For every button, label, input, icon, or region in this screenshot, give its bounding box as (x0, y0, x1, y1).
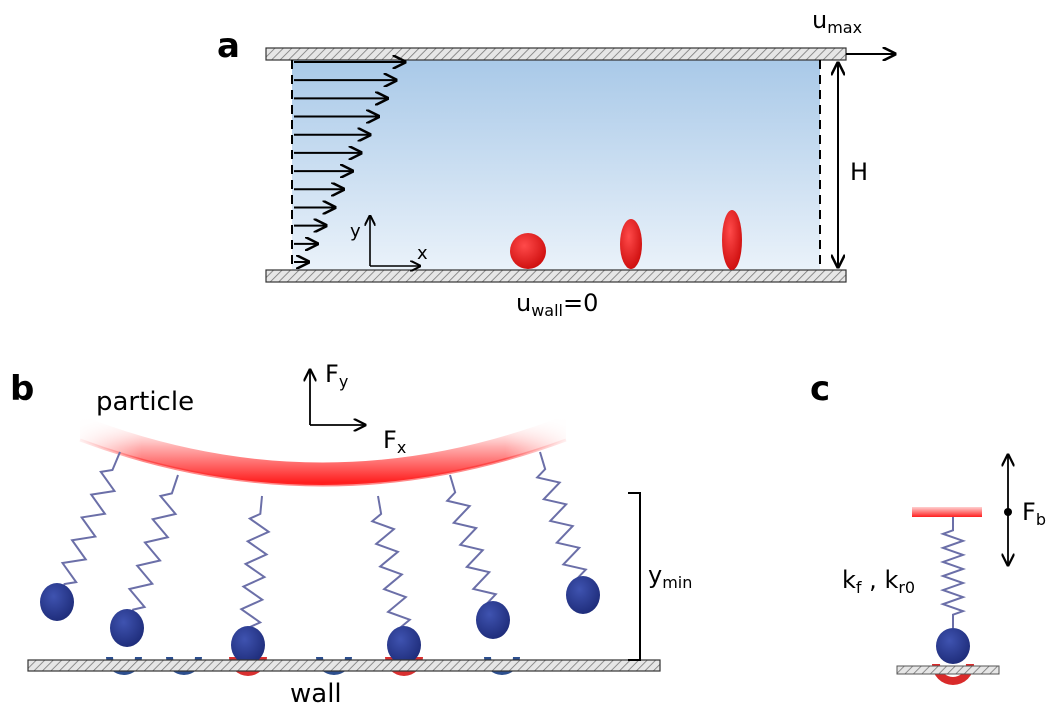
force-b-point (1004, 508, 1012, 516)
particle-surface (80, 415, 566, 485)
receptor-ball (566, 576, 600, 614)
u-wall-label: uwall=0 (516, 289, 598, 320)
rate-constants-label: kf , kr0 (842, 566, 915, 597)
spring (126, 474, 179, 629)
height-label: H (850, 158, 868, 186)
bottom-plate (265, 269, 847, 283)
particle-segment (912, 507, 982, 517)
axis-y-label: y (350, 221, 361, 242)
panel-c-label: c (810, 369, 830, 409)
y-min-bracket (628, 492, 641, 661)
top-plate (265, 47, 847, 61)
force-y-label: Fy (325, 360, 348, 391)
particle-label: particle (96, 387, 194, 417)
wall-label: wall (290, 679, 342, 709)
coordinate-axes: y x (350, 216, 428, 266)
panel-a: a umax H y x uwall=0 (217, 6, 895, 320)
spring-bonds (40, 451, 600, 676)
receptor-ball (387, 626, 421, 664)
cell-elongated (620, 219, 642, 269)
velocity-profile (294, 62, 405, 262)
spring (445, 474, 498, 621)
panel-b-label: b (10, 369, 34, 409)
force-axes: Fy Fx (310, 360, 406, 457)
cell-upright (722, 210, 742, 270)
cell-round (510, 233, 546, 269)
spring (370, 495, 412, 646)
receptor-ball (110, 609, 144, 647)
force-x-label: Fx (383, 426, 406, 457)
receptor-ball (40, 583, 74, 621)
spring (56, 451, 121, 603)
bond-cup (932, 664, 974, 685)
y-min-label: ymin (648, 561, 692, 592)
spring (535, 451, 588, 596)
receptor-ball (476, 601, 510, 639)
panel-c: c Fb kf , kr0 (810, 369, 1046, 685)
panel-b: b particle Fy Fx wall ymin (10, 360, 692, 709)
receptor-ball (231, 626, 265, 664)
spring (239, 495, 271, 646)
panel-a-label: a (217, 26, 240, 66)
axis-x-label: x (417, 243, 428, 264)
force-b-label: Fb (1022, 498, 1046, 529)
red-cells (510, 210, 742, 270)
wall-plate (27, 659, 661, 672)
receptor-ball (936, 628, 970, 664)
spring (939, 517, 967, 628)
substrate-plate (896, 665, 1000, 675)
u-max-label: umax (812, 6, 862, 37)
